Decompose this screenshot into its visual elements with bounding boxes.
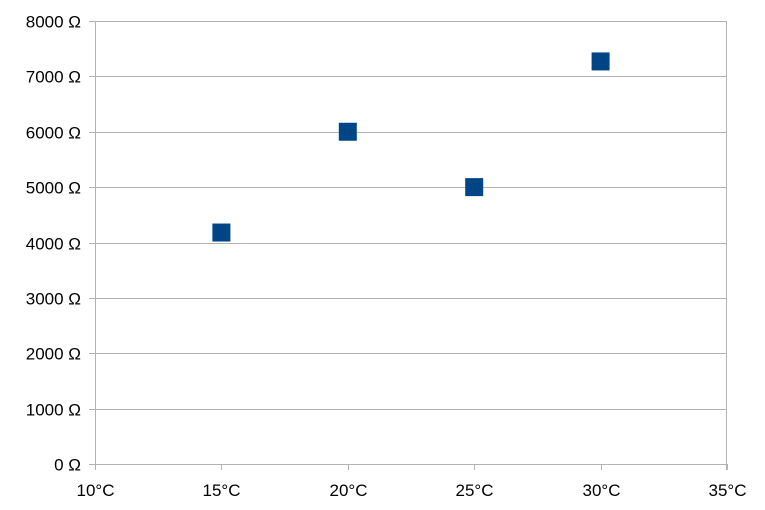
y-tick-label: 5000 Ω <box>26 179 81 198</box>
data-point <box>465 178 484 197</box>
data-point <box>591 52 610 71</box>
y-tick-label: 0 Ω <box>54 456 81 475</box>
y-tick-label: 4000 Ω <box>26 235 81 254</box>
y-tick-label: 2000 Ω <box>26 345 81 364</box>
y-tick-label: 7000 Ω <box>26 68 81 87</box>
x-tick-label: 10°C <box>77 481 115 500</box>
axes <box>89 21 728 470</box>
x-tick-label: 35°C <box>709 481 747 500</box>
x-axis-tick-labels: 10°C 15°C 20°C 25°C 30°C 35°C <box>77 481 747 500</box>
data-points <box>212 52 610 242</box>
y-tick-label: 8000 Ω <box>26 13 81 32</box>
data-point <box>212 223 231 242</box>
x-tick-label: 30°C <box>583 481 621 500</box>
y-tick-label: 1000 Ω <box>26 401 81 420</box>
y-tick-label: 6000 Ω <box>26 124 81 143</box>
x-tick-label: 25°C <box>456 481 494 500</box>
y-tick-label: 3000 Ω <box>26 290 81 309</box>
x-tick-label: 15°C <box>203 481 241 500</box>
y-axis-tick-labels: 0 Ω 1000 Ω 2000 Ω 3000 Ω 4000 Ω 5000 Ω 6000 Ω 7… <box>26 13 81 475</box>
x-tick-label: 20°C <box>330 481 368 500</box>
grid-lines <box>95 21 727 465</box>
data-point <box>338 122 357 141</box>
